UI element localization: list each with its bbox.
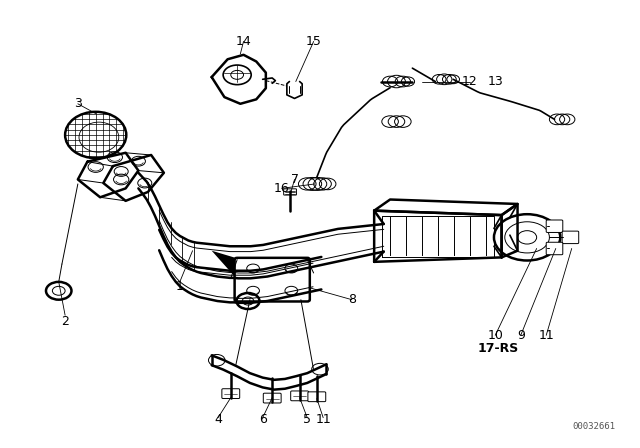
Text: 12: 12: [462, 75, 477, 88]
Text: 4: 4: [214, 414, 222, 426]
Polygon shape: [212, 251, 275, 286]
Text: 00032661: 00032661: [573, 422, 616, 431]
Text: 10: 10: [487, 329, 503, 342]
FancyBboxPatch shape: [284, 189, 296, 195]
FancyBboxPatch shape: [263, 393, 281, 403]
Text: 6: 6: [259, 414, 267, 426]
Text: 8: 8: [348, 293, 356, 306]
FancyBboxPatch shape: [562, 231, 579, 244]
FancyBboxPatch shape: [546, 220, 563, 233]
FancyBboxPatch shape: [235, 258, 310, 302]
FancyBboxPatch shape: [308, 392, 326, 402]
Text: 17-RS: 17-RS: [478, 342, 519, 355]
Text: 16: 16: [274, 182, 290, 195]
Text: 11: 11: [316, 414, 331, 426]
Text: 9: 9: [516, 329, 525, 342]
Text: 5: 5: [303, 414, 311, 426]
FancyBboxPatch shape: [291, 391, 308, 401]
Text: 1: 1: [176, 280, 184, 293]
Text: 11: 11: [538, 329, 554, 342]
Text: 2: 2: [61, 315, 69, 328]
FancyBboxPatch shape: [222, 389, 240, 399]
Text: 15: 15: [306, 35, 321, 48]
Text: 13: 13: [488, 75, 503, 88]
FancyBboxPatch shape: [546, 242, 563, 255]
Text: 7: 7: [291, 173, 298, 186]
Text: 14: 14: [236, 35, 252, 48]
Text: 3: 3: [74, 97, 82, 110]
